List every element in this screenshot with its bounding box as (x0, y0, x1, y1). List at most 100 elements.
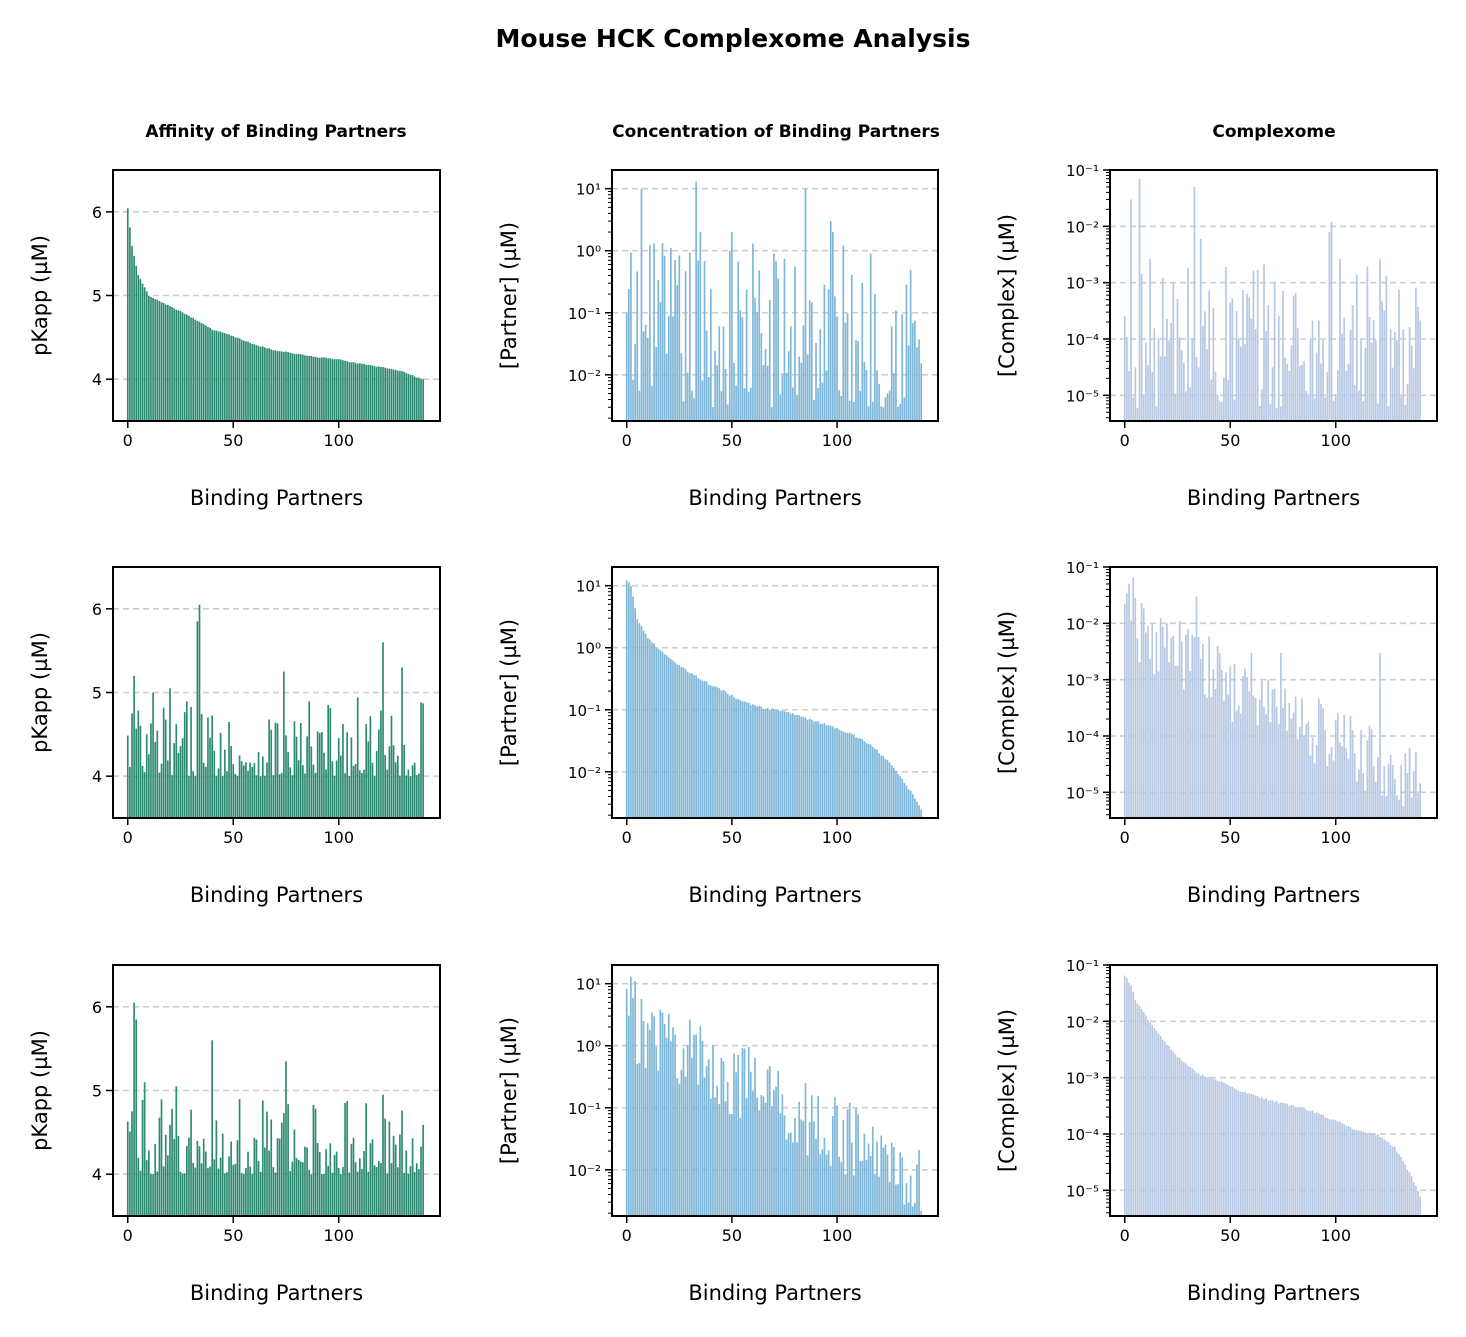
panel-2-bar (771, 407, 773, 421)
panel-8-bar (874, 1174, 876, 1216)
panel-4-bar (285, 735, 287, 818)
panel-8-bar (680, 1069, 683, 1216)
panel-3-bar (1157, 337, 1160, 421)
panel-5-bar (808, 718, 811, 818)
panel-5-bar (705, 681, 708, 818)
panel-2-bar (857, 341, 859, 421)
panel-1-bar (264, 347, 266, 421)
panel-9-bar (1366, 1132, 1369, 1216)
panel-8-xtick-label: 50 (722, 1226, 742, 1245)
panel-2-bar (848, 400, 851, 421)
panel-9-bar (1229, 1086, 1232, 1216)
panel-7-bar (411, 1138, 414, 1216)
panel-6-bar (1277, 724, 1280, 818)
panel-4-bar (259, 776, 262, 818)
panel-7-bar (249, 1166, 251, 1216)
panel-3-bar (1273, 282, 1276, 421)
panel-1-bar (422, 379, 424, 421)
panel-9-bar (1364, 1132, 1367, 1216)
panel-7-ytick-label: 5 (92, 1082, 102, 1101)
panel-4-bar (375, 751, 378, 818)
panel-6-bar (1151, 623, 1154, 818)
panel-4-bar (403, 744, 405, 818)
panel-9-bar (1193, 1070, 1196, 1216)
panel-7-bar (348, 1172, 351, 1216)
panel-9-bar (1145, 1015, 1147, 1216)
panel-7-bar (137, 1157, 140, 1216)
panel-9-bar (1328, 1119, 1331, 1216)
panel-7-bar (293, 1129, 296, 1216)
panel-2-bar (792, 387, 794, 421)
panel-4-ytick-label: 4 (92, 767, 102, 786)
panel-2-bar (775, 261, 777, 421)
panel-3-bar (1220, 401, 1223, 421)
panel-9-bar (1288, 1105, 1291, 1216)
panel-6-bar (1345, 748, 1348, 818)
panel-1-bar (200, 323, 203, 421)
panel-1-xtick-label: 50 (223, 431, 243, 450)
panel-1-bar (356, 363, 359, 421)
panel-1-bar (291, 353, 294, 421)
panel-3-bar (1351, 305, 1354, 421)
panel-3-bar (1402, 329, 1405, 421)
panel-4-bar (219, 732, 222, 818)
panel-9-bar (1410, 1176, 1413, 1216)
panel-9-bar (1189, 1067, 1192, 1216)
panel-4-bar (373, 776, 376, 818)
panel-4-bar (337, 738, 340, 818)
panel-5-bar (869, 744, 872, 818)
panel-7-bar (340, 1173, 342, 1216)
panel-1-bar (219, 331, 222, 421)
panel-4-bar (251, 766, 254, 818)
panel-2-bar (756, 312, 758, 421)
panel-4-ytick-label: 6 (92, 600, 102, 619)
panel-8-bar (773, 1089, 775, 1216)
panel-1-bar (238, 338, 241, 421)
panel-4-bar (207, 717, 209, 818)
panel-9-bar (1269, 1100, 1272, 1216)
panel-8-bar (632, 997, 634, 1216)
panel-1-bar (335, 359, 338, 421)
panel-1-bar (396, 370, 399, 421)
panel-2-bar (636, 271, 639, 421)
panel-3-bar (1132, 397, 1135, 421)
panel-2-bar (699, 232, 702, 421)
panel-3-bar (1195, 357, 1198, 421)
panel-2-bar (758, 270, 761, 421)
panel-5-bar (665, 655, 668, 818)
panel-3-bar (1381, 301, 1383, 421)
panel-2-bar (884, 397, 887, 421)
panel-4-bar (158, 772, 161, 818)
panel-3-ytick-label: 10⁻¹ (1066, 162, 1099, 180)
panel-2-bar (779, 394, 782, 421)
panel-8-bar (781, 1094, 784, 1216)
panel-7-bar (247, 1151, 249, 1216)
panel-9-bar (1210, 1077, 1213, 1216)
panel-9-bar (1305, 1109, 1308, 1216)
panel-1-bar (245, 341, 247, 421)
panel-3-bar (1391, 367, 1394, 421)
panel-6-bar (1377, 756, 1379, 818)
panel-2-bar (871, 401, 874, 421)
panel-6-xtick-label: 50 (1220, 828, 1240, 847)
panel-6-bar (1385, 796, 1388, 818)
panel-3-bar (1136, 407, 1139, 421)
panel-7-bar (145, 1160, 148, 1216)
panel-6-bar (1292, 712, 1295, 818)
panel-7-bar (164, 1134, 167, 1216)
panel-8-bar (735, 1072, 737, 1216)
panel-4-bar (215, 776, 218, 818)
panel-8-bar (710, 1098, 712, 1216)
panel-7-bar (384, 1118, 386, 1216)
panel-3-bar (1214, 371, 1217, 421)
panel-1-bar (135, 265, 138, 421)
panel-5-bar (794, 715, 796, 818)
panel-7-bar (321, 1174, 323, 1216)
panel-7-bar (156, 1171, 159, 1216)
panel-2-bar (838, 390, 840, 421)
panel-8-bar (829, 1165, 832, 1216)
panel-5-bar (882, 755, 885, 818)
panel-6-bar (1339, 742, 1341, 818)
panel-7-bar (228, 1156, 230, 1216)
panel-8-bar (840, 1162, 843, 1216)
